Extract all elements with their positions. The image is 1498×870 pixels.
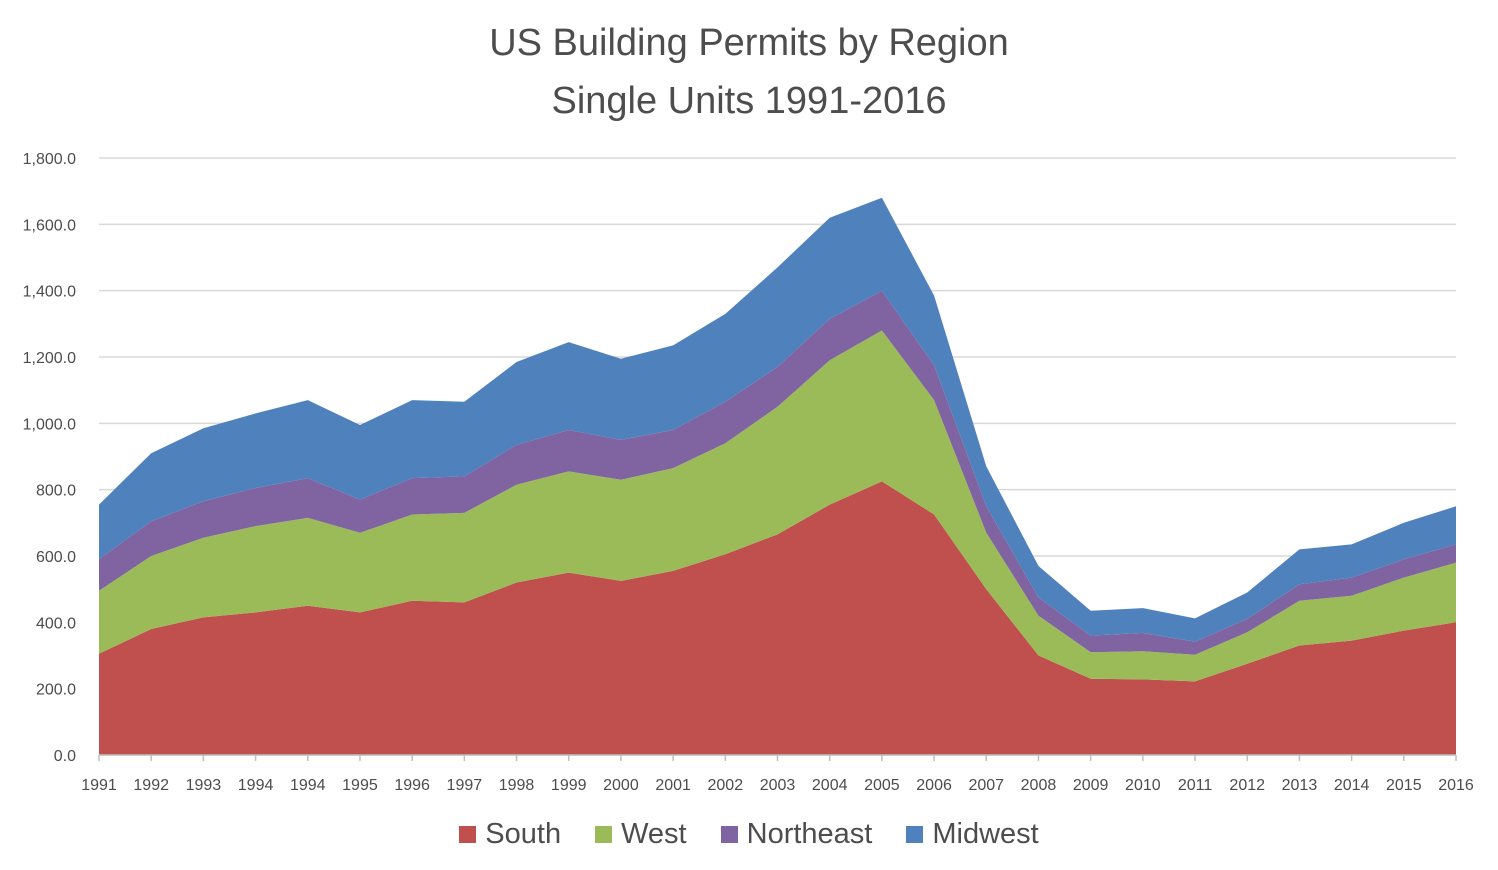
x-tick-label: 2016 [1438,777,1474,794]
legend-swatch-south [459,826,477,843]
areas [99,197,1456,755]
legend-item-south: South [459,818,561,851]
x-tick-label: 2002 [708,777,744,794]
y-tick-label: 0.0 [54,748,76,765]
y-tick-label: 400.0 [36,615,76,632]
legend: South West Northeast Midwest [0,818,1498,851]
legend-label-northeast: Northeast [746,818,873,850]
legend-label-west: West [621,818,687,850]
legend-item-northeast: Northeast [720,818,873,851]
legend-swatch-midwest [906,826,924,843]
area-west [99,330,1456,682]
y-tick-label: 1,800.0 [23,151,76,168]
x-tick-label: 2009 [1073,777,1109,794]
chart-subtitle: Single Units 1991-2016 [551,80,947,122]
x-tick-label: 1993 [186,777,222,794]
y-tick-label: 1,600.0 [23,217,76,234]
y-tick-label: 1,400.0 [23,284,76,301]
x-tick-label: 2006 [916,777,952,794]
x-tick-label: 1992 [133,777,169,794]
x-tick-label: 2012 [1229,777,1265,794]
x-tick-label: 1991 [81,777,117,794]
x-tick-label: 2013 [1282,777,1318,794]
x-tick-label: 1997 [447,777,483,794]
y-tick-label: 1,000.0 [23,416,76,433]
x-tick-label: 1998 [499,777,535,794]
x-tick-label: 2005 [864,777,900,794]
x-tick-label: 2015 [1386,777,1422,794]
chart-title: US Building Permits by Region [489,22,1009,64]
legend-item-west: West [595,818,687,851]
y-tick-label: 1,200.0 [23,350,76,367]
legend-label-midwest: Midwest [932,818,1039,850]
x-tick-label: 1999 [551,777,587,794]
area-midwest [99,197,1456,642]
legend-item-midwest: Midwest [906,818,1039,851]
x-tick-label: 1994 [290,777,326,794]
y-tick-label: 600.0 [36,549,76,566]
y-tick-label: 200.0 [36,682,76,699]
x-tick-label: 2003 [760,777,796,794]
x-tick-label: 2008 [1021,777,1057,794]
legend-swatch-west [595,826,613,843]
x-tick-label: 1996 [394,777,430,794]
x-tick-label: 2010 [1125,777,1161,794]
x-tick-label: 1994 [238,777,274,794]
x-tick-label: 2011 [1178,777,1213,794]
y-tick-label: 800.0 [36,483,76,500]
x-tick-label: 2004 [812,777,848,794]
legend-label-south: South [485,818,562,850]
legend-swatch-northeast [720,826,738,843]
area-south [99,481,1456,755]
x-tick-label: 2014 [1334,777,1370,794]
x-tick-label: 2007 [968,777,1004,794]
axes: 0.0 200.0 400.0 600.0 800.0 1,000.0 1,200.0 1,4… [23,151,1474,794]
x-tick-label: 1995 [342,777,378,794]
x-tick-label: 2001 [655,777,691,794]
x-tick-label: 2000 [603,777,639,794]
